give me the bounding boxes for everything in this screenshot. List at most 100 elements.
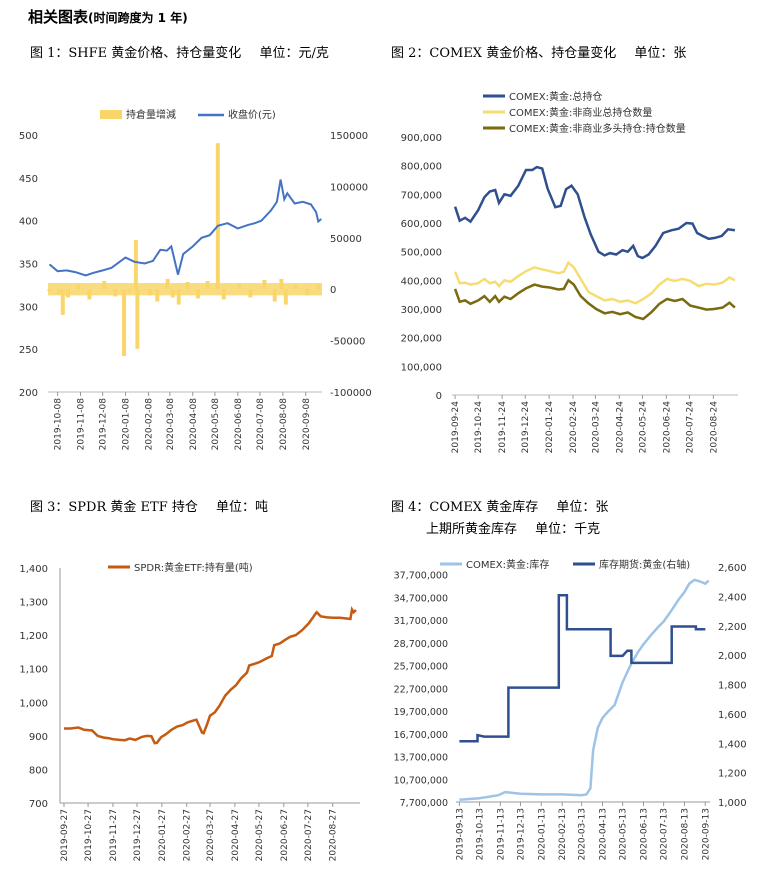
fig3-y-label: 1,200 (19, 631, 48, 642)
fig1-bar (205, 280, 210, 290)
fig4-y-right-label: 1,800 (718, 681, 747, 692)
fig4-y-right-label: 1,000 (718, 798, 747, 809)
fig1-bar (57, 289, 62, 295)
fig1-bar (76, 284, 81, 290)
fig1-bar (195, 289, 200, 299)
fig1-y-left-label: 350 (19, 260, 38, 271)
fig1-bar (215, 143, 220, 290)
fig1-bar (185, 282, 190, 290)
fig2-y-label: 600,000 (401, 219, 442, 230)
fig4-series-shfe-line (459, 594, 706, 743)
fig4-y-left-label: 31,700,000 (394, 616, 448, 627)
fig1-bar (155, 289, 160, 302)
fig1-bar (305, 289, 310, 296)
fig4-y-right-label: 2,200 (718, 622, 747, 633)
fig2-x-label: 2020-03-24 (591, 401, 601, 454)
fig4-x-label: 2020-05-13 (619, 808, 629, 860)
fig4-x-label: 2020-06-13 (639, 808, 649, 860)
fig1-bar (113, 289, 118, 297)
fig1-bar (122, 289, 127, 357)
fig3-x-label: 2019-09-27 (60, 809, 70, 861)
fig4-x-label: 2019-12-13 (517, 808, 527, 860)
fig1-bar (47, 289, 52, 292)
fig4-y-right-label: 2,400 (718, 592, 747, 603)
fig1-bar (272, 289, 277, 302)
fig2-y-label: 300,000 (401, 305, 442, 316)
fig3-x-label: 2020-05-27 (255, 809, 265, 861)
fig2-y-label: 700,000 (401, 190, 442, 201)
fig1-x-label: 2019-10-08 (54, 398, 64, 451)
figure4-caption: 图 4：COMEX 黄金库存 单位：张 (391, 496, 608, 515)
fig2-x-label: 2020-02-24 (569, 401, 579, 454)
fig4-x-label: 2020-03-13 (578, 808, 588, 860)
fig1-y-right-label: -100000 (330, 388, 372, 399)
fig4-x-label: 2019-09-13 (455, 808, 465, 860)
fig2-y-label: 200,000 (401, 334, 442, 345)
fig4-legend-label-1: COMEX:黄金:库存 (466, 558, 549, 571)
fig2-series-line-3 (453, 278, 736, 321)
fig1-bar (279, 278, 284, 290)
fig4-y-left-label: 28,700,000 (394, 639, 448, 650)
fig4-y-left-label: 10,700,000 (394, 775, 448, 786)
fig1-bar (87, 289, 92, 300)
fig2-x-label: 2019-11-24 (498, 401, 508, 454)
fig4-y-right-label: 1,600 (718, 710, 747, 721)
fig4-y-left-label: 22,700,000 (394, 684, 448, 695)
figure2-title: 图 2：COMEX 黄金价格、持仓量变化 (391, 46, 617, 61)
fig1-x-label: 2020-08-08 (279, 398, 289, 451)
fig1-bar (127, 289, 132, 293)
fig1-bar (293, 285, 298, 290)
fig1-x-label: 2020-05-08 (211, 398, 221, 451)
fig1-y-left-label: 200 (19, 388, 38, 399)
figure1-unit: 单位：元/克 (259, 46, 329, 61)
fig1-bar (135, 289, 140, 349)
fig1-bar (262, 279, 267, 290)
fig1-legend-label-line: 收盘价(元) (228, 108, 276, 121)
fig1-y-right-label: -50000 (330, 337, 365, 348)
fig1-bar (283, 289, 288, 305)
fig2-x-label: 2020-08-24 (709, 401, 719, 454)
fig1-x-label: 2019-11-08 (76, 398, 86, 451)
fig4-y-left-label: 37,700,000 (394, 571, 448, 582)
fig1-y-right-label: 0 (330, 285, 336, 296)
fig1-y-left-label: 500 (19, 131, 38, 142)
fig1-x-label: 2020-02-08 (144, 398, 154, 451)
fig1-y-left-label: 450 (19, 174, 38, 185)
fig4-x-label: 2020-09-13 (701, 808, 711, 860)
fig1-bar (316, 284, 321, 290)
fig1-bar (165, 278, 170, 290)
fig4-y-right-label: 2,000 (718, 651, 747, 662)
page-heading-sub: (时间跨度为 1 年) (88, 11, 188, 25)
fig2-y-label: 400,000 (401, 276, 442, 287)
fig1-legend-swatch-bar (100, 110, 122, 119)
fig4-x-label: 2020-04-13 (598, 808, 608, 860)
fig4-y-left-label: 25,700,000 (394, 662, 448, 673)
fig4-y-right-label: 2,600 (718, 563, 747, 574)
fig1-x-label: 2020-09-08 (302, 398, 312, 451)
fig3-y-label: 1,000 (19, 698, 48, 709)
fig1-bar (221, 289, 226, 300)
fig2-x-label: 2019-10-24 (474, 401, 484, 454)
fig2-legend-label-1: COMEX:黄金:总持仓 (509, 90, 602, 103)
fig1-bar (237, 283, 242, 290)
fig1-bar (133, 239, 138, 290)
fig4-x-label: 2019-10-13 (476, 808, 486, 860)
fig2-x-label: 2020-06-24 (662, 401, 672, 454)
fig1-x-label: 2020-01-08 (122, 398, 132, 451)
figure4-title2: 上期所黄金库存 (426, 522, 518, 537)
fig4-y-right-label: 1,400 (718, 739, 747, 750)
figure4-unit: 单位：张 (556, 500, 609, 515)
fig2-x-label: 2019-09-24 (451, 401, 461, 454)
fig4-y-left-label: 19,700,000 (394, 707, 448, 718)
fig1-y-left-label: 300 (19, 302, 38, 313)
fig3-y-label: 1,400 (19, 564, 48, 575)
fig3-x-label: 2020-04-27 (231, 809, 241, 861)
fig4-y-left-label: 13,700,000 (394, 753, 448, 764)
fig3-y-label: 800 (29, 765, 48, 776)
fig3-y-label: 700 (29, 799, 48, 810)
figure3-unit: 单位：吨 (216, 500, 269, 515)
fig4-series-inventory-line (459, 578, 710, 801)
fig3-series-line (64, 606, 357, 745)
fig3-x-label: 2020-07-27 (304, 809, 314, 861)
